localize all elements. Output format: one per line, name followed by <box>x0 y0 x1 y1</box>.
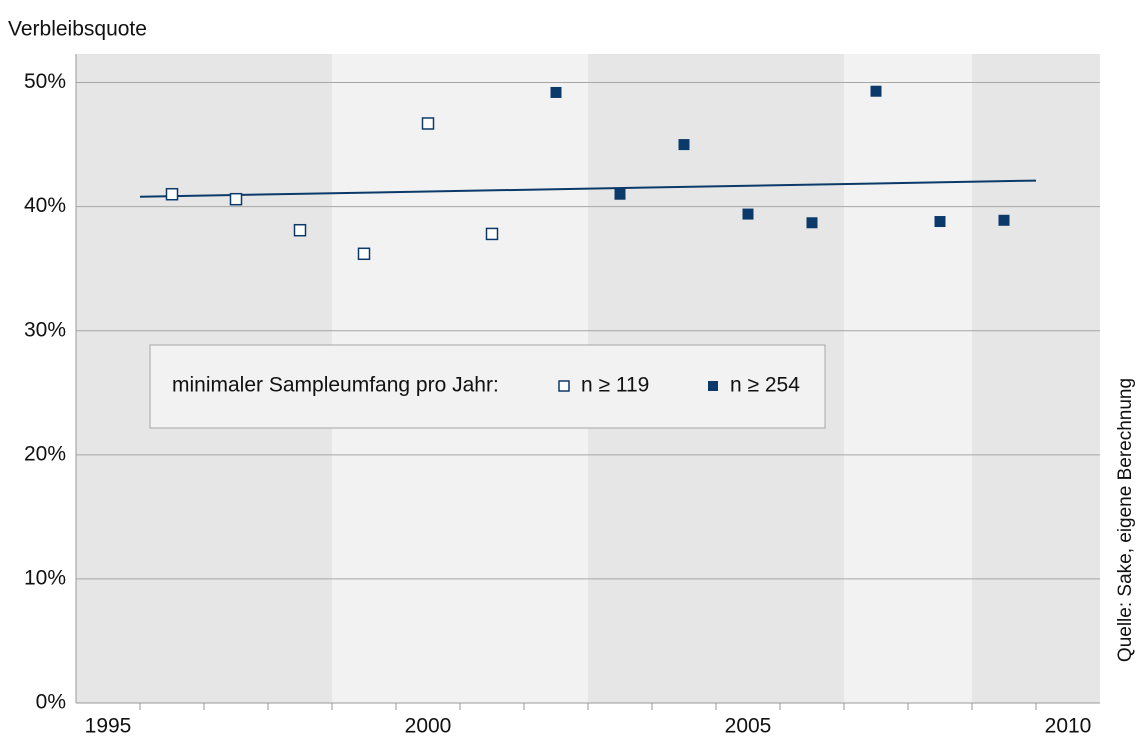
marker <box>357 247 371 261</box>
marker <box>485 227 499 241</box>
marker <box>614 188 626 200</box>
legend-marker <box>558 380 570 392</box>
marker <box>806 217 818 229</box>
x-tick-label: 2000 <box>405 715 452 738</box>
y-tick-label: 40% <box>24 194 66 217</box>
y-tick-label: 20% <box>24 442 66 465</box>
marker <box>934 216 946 228</box>
marker <box>421 117 435 130</box>
y-tick-label: 30% <box>24 318 66 341</box>
marker <box>293 223 307 237</box>
y-tick-label: 0% <box>36 691 66 714</box>
legend-label: n ≥ 119 <box>581 374 649 397</box>
marker <box>229 192 243 206</box>
legend-marker <box>708 381 718 391</box>
marker <box>998 214 1010 226</box>
y-axis-label: Verbleibsquote <box>8 18 147 41</box>
legend-label: n ≥ 254 <box>730 374 800 397</box>
marker <box>870 85 882 97</box>
x-tick-label: 2005 <box>725 715 772 738</box>
trendline <box>139 179 1037 198</box>
marker <box>165 187 179 201</box>
source-note: Quelle: Sake, eigene Berechnung <box>1115 378 1136 662</box>
background-band <box>844 54 972 703</box>
y-tick-label: 10% <box>24 566 66 589</box>
y-tick-label: 50% <box>24 70 66 93</box>
marker <box>550 86 562 98</box>
x-tick-label: 2010 <box>1045 715 1092 738</box>
marker <box>678 139 690 151</box>
background-band <box>972 54 1100 703</box>
x-tick-label: 1995 <box>85 715 132 738</box>
marker <box>742 208 754 220</box>
legend-title: minimaler Sampleumfang pro Jahr: <box>172 374 499 397</box>
